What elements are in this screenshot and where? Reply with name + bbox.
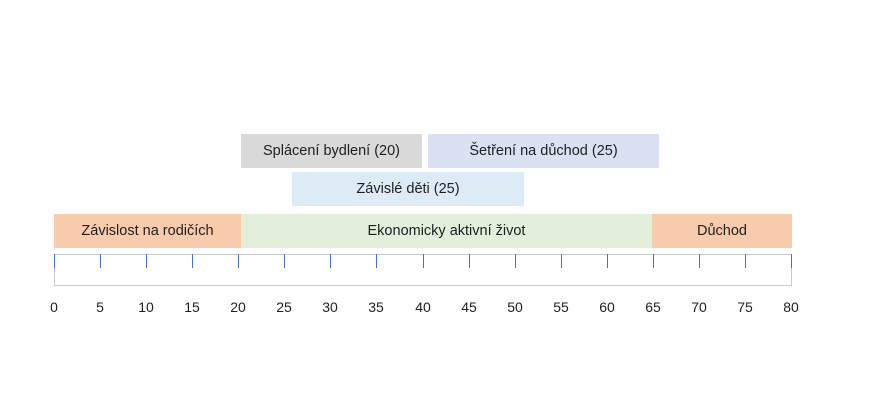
axis-tick (561, 254, 562, 268)
axis-tick (100, 254, 101, 268)
dependent-children-label: Závislé děti (25) (356, 181, 460, 197)
axis-tick-label: 70 (691, 299, 707, 315)
housing-repayment-bar: Splácení bydlení (20) (241, 134, 422, 168)
axis-tick-label: 0 (50, 299, 58, 315)
axis-tick (745, 254, 746, 268)
dependence-on-parents-bar: Závislost na rodičích (54, 214, 241, 248)
axis-tick (653, 254, 654, 268)
axis-tick-label: 35 (368, 299, 384, 315)
axis-tick-label: 25 (276, 299, 292, 315)
dependence-on-parents-label: Závislost na rodičích (81, 223, 214, 239)
axis-tick (330, 254, 331, 268)
axis-tick (54, 254, 55, 268)
housing-repayment-label: Splácení bydlení (20) (262, 143, 401, 159)
axis-tick-label: 40 (415, 299, 431, 315)
axis-tick-label: 80 (783, 299, 799, 315)
axis-tick-label: 5 (96, 299, 104, 315)
axis-tick (284, 254, 285, 268)
axis-tick (469, 254, 470, 268)
axis-tick-label: 50 (507, 299, 523, 315)
dependent-children-bar: Závislé děti (25) (292, 172, 524, 206)
retirement-label: Důchod (697, 223, 747, 239)
axis-tick-label: 55 (553, 299, 569, 315)
axis-tick-label: 20 (230, 299, 246, 315)
axis-tick-label: 30 (322, 299, 338, 315)
retirement-bar: Důchod (652, 214, 792, 248)
axis-tick (699, 254, 700, 268)
axis-tick (423, 254, 424, 268)
axis-tick-label: 45 (461, 299, 477, 315)
axis-tick (515, 254, 516, 268)
active-life-bar: Ekonomicky aktivní život (241, 214, 652, 248)
axis-tick (146, 254, 147, 268)
axis-tick-label: 10 (138, 299, 154, 315)
axis-tick (376, 254, 377, 268)
axis-tick (607, 254, 608, 268)
axis-tick-label: 15 (184, 299, 200, 315)
axis-tick-label: 75 (737, 299, 753, 315)
active-life-label: Ekonomicky aktivní život (367, 223, 526, 239)
axis-tick-label: 65 (645, 299, 661, 315)
axis-tick (192, 254, 193, 268)
axis-tick (791, 254, 792, 268)
axis-tick-label: 60 (599, 299, 615, 315)
axis-tick (238, 254, 239, 268)
retirement-savings-label: Šetření na důchod (25) (469, 143, 618, 159)
retirement-savings-bar: Šetření na důchod (25) (428, 134, 659, 168)
